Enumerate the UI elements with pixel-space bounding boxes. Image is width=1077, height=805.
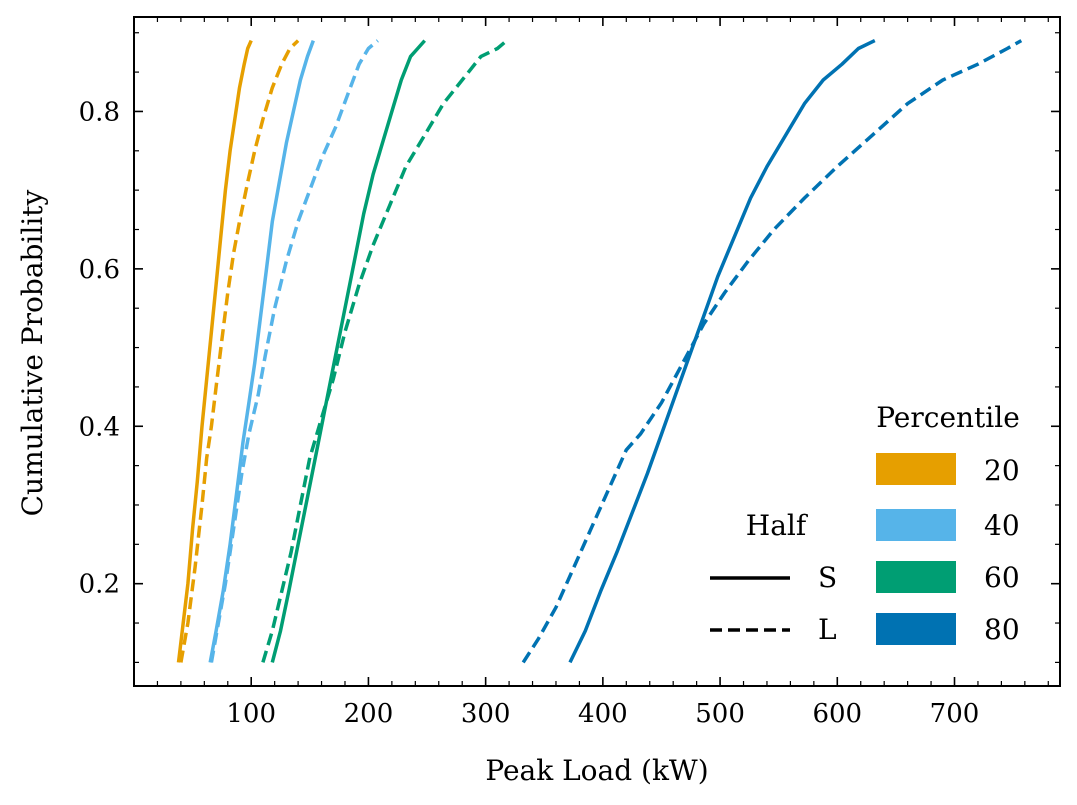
legend-swatch-40 xyxy=(876,509,956,541)
series-layer xyxy=(176,39,1023,664)
legend-half: Half S L xyxy=(710,509,837,646)
x-tick-label: 100 xyxy=(226,699,276,729)
plot-frame xyxy=(133,16,1061,687)
legend-percentile-label-60: 60 xyxy=(984,561,1020,594)
series-line-40-s xyxy=(208,39,315,663)
series-line-80-s xyxy=(568,39,876,664)
series-line-40-l xyxy=(209,39,379,663)
legend-half-label-s: S xyxy=(818,561,837,594)
y-tick-label: 0.2 xyxy=(79,570,120,600)
x-tick-label: 300 xyxy=(461,699,511,729)
legend-percentile-label-40: 40 xyxy=(984,509,1020,542)
series-line-80-l xyxy=(521,39,1023,664)
legend-percentile: Percentile 20 40 60 80 xyxy=(876,401,1020,646)
legend-swatch-80 xyxy=(876,613,956,645)
x-axis-label: Peak Load (kW) xyxy=(485,754,708,787)
legend-swatch-60 xyxy=(876,561,956,593)
x-tick-label: 400 xyxy=(578,699,628,729)
y-tick-label: 0.4 xyxy=(79,412,120,442)
x-tick-label: 600 xyxy=(812,699,862,729)
legend-percentile-label-20: 20 xyxy=(984,454,1020,487)
x-tick-label: 200 xyxy=(344,699,394,729)
legend-swatch-20 xyxy=(876,453,956,485)
legend-percentile-title: Percentile xyxy=(876,401,1020,434)
legend-half-label-l: L xyxy=(818,613,837,646)
legend-half-title: Half xyxy=(746,509,809,542)
y-tick-label: 0.8 xyxy=(79,97,120,127)
ticks-layer: 100 200 300 400 500 600 700 0.2 0.4 0.6 0.8 xyxy=(79,17,1060,729)
y-axis-label: Cumulative Probability xyxy=(16,189,49,516)
legend-percentile-label-80: 80 xyxy=(984,613,1020,646)
y-tick-label: 0.6 xyxy=(79,255,120,285)
x-tick-label: 700 xyxy=(930,699,980,729)
series-line-60-l xyxy=(261,39,508,663)
series-line-20-s xyxy=(176,39,253,663)
x-tick-label: 500 xyxy=(695,699,745,729)
series-line-20-l xyxy=(179,39,300,663)
series-line-60-s xyxy=(270,39,427,663)
